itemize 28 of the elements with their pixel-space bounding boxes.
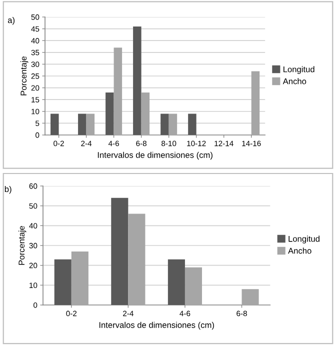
bar — [141, 92, 150, 135]
bar — [114, 48, 122, 135]
bar — [184, 267, 202, 306]
bar — [168, 114, 178, 135]
bar — [160, 114, 169, 135]
bar — [106, 92, 114, 135]
bar — [242, 289, 259, 306]
bar — [111, 198, 128, 306]
legend-label: Longitud — [284, 66, 314, 74]
bar — [86, 114, 95, 135]
legend-label: Ancho — [282, 78, 306, 84]
bar — [168, 259, 185, 306]
bar — [188, 114, 196, 135]
chart-title: a) — [8, 17, 15, 25]
x-axis-title: Intervalos de dimensiones (cm) — [99, 322, 214, 330]
x-axis-title: Intervalos de dimensiones (cm) — [98, 152, 212, 160]
bar — [78, 114, 86, 135]
legend-label: Ancho — [288, 248, 312, 254]
bar — [71, 251, 88, 306]
legend-label: Longitud — [288, 236, 320, 244]
bar — [50, 114, 59, 135]
bar — [128, 214, 146, 306]
y-axis-title: Porcentaje — [20, 56, 28, 96]
bar — [251, 71, 260, 135]
bar — [54, 259, 72, 306]
bar — [133, 26, 142, 135]
chart-title: b) — [4, 186, 12, 194]
y-axis-title: Porcentaje — [18, 226, 26, 265]
